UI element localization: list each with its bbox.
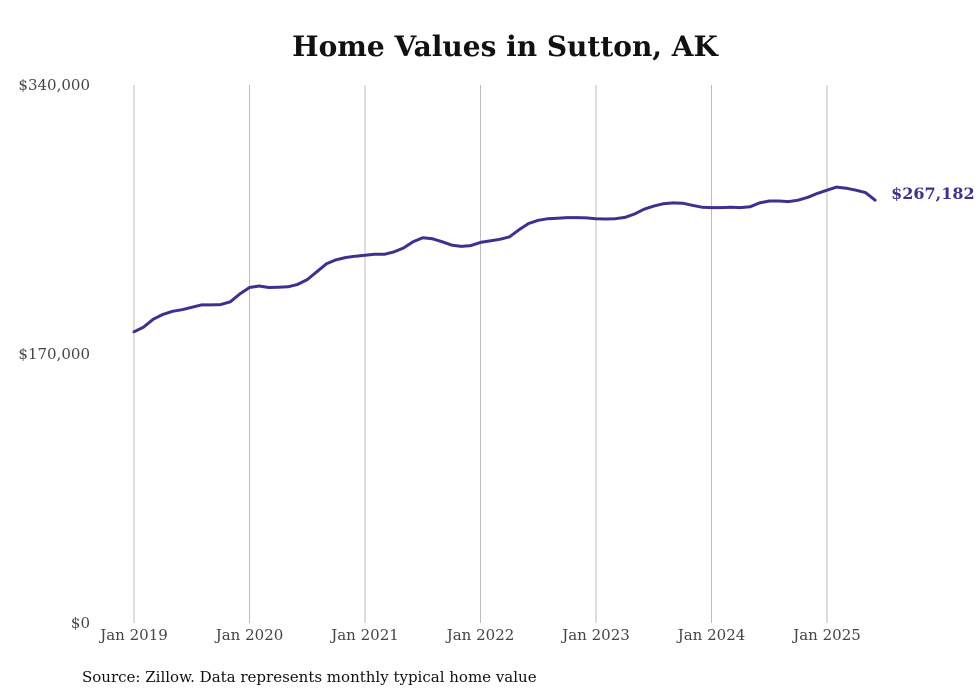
series-line: [132, 185, 877, 334]
source-note: Source: Zillow. Data represents monthly …: [82, 668, 537, 686]
x-axis-ticks: Jan 2019 Jan 2020 Jan 2021 Jan 2022 Jan 2023…: [98, 626, 861, 644]
x-tick-label: Jan 2019: [98, 626, 168, 644]
end-value-label: $267,182: [891, 184, 975, 203]
x-tick-label: Jan 2025: [791, 626, 861, 644]
y-tick-label: $340,000: [18, 76, 90, 94]
chart-title: Home Values in Sutton, AK: [292, 30, 718, 63]
y-axis-ticks: $0 $170,000 $340,000: [18, 76, 90, 632]
y-tick-label: $170,000: [18, 345, 90, 363]
x-tick-label: Jan 2021: [329, 626, 399, 644]
y-tick-label: $0: [71, 614, 90, 632]
grid-lines: [133, 85, 828, 623]
x-tick-label: Jan 2020: [214, 626, 284, 644]
x-tick-label: Jan 2022: [445, 626, 515, 644]
x-tick-label: Jan 2024: [676, 626, 746, 644]
x-tick-label: Jan 2023: [560, 626, 630, 644]
